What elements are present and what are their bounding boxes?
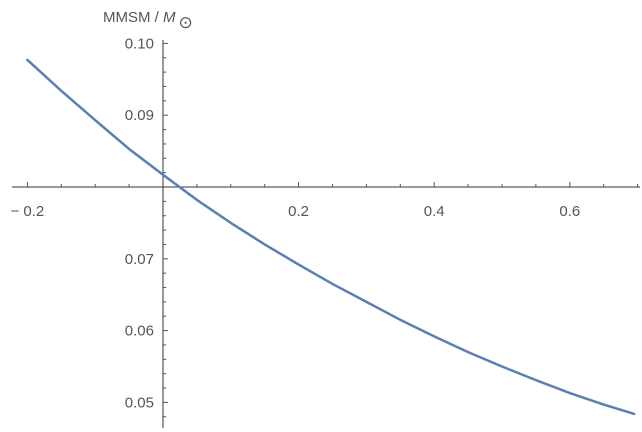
tick-labels: − 0.2 0.2 0.4 0.6 0.05 0.06 0.07 0.09 0.10 [11, 35, 581, 411]
y-axis-label-main: MMSM / [103, 9, 163, 26]
y-axis-label: MMSM / M ⊙ [103, 9, 193, 32]
x-tick-label: 0.6 [559, 203, 580, 220]
y-tick-label: 0.05 [125, 394, 154, 411]
axes [12, 40, 640, 428]
series [26, 58, 636, 416]
y-tick-label: 0.07 [125, 251, 154, 268]
y-axis-label-text: MMSM / M ⊙ [103, 9, 193, 32]
x-tick-label: 0.4 [424, 203, 445, 220]
x-tick-label: 0.2 [288, 203, 309, 220]
x-tick-label: − 0.2 [11, 203, 45, 220]
series-line [26, 58, 636, 416]
y-tick-label: 0.10 [125, 35, 154, 52]
y-axis-label-symbol: M [163, 9, 176, 26]
y-tick-label: 0.06 [125, 323, 154, 340]
y-axis-label-subscript: ⊙ [179, 13, 193, 32]
ticks [26, 42, 639, 418]
y-tick-label: 0.09 [125, 107, 154, 124]
